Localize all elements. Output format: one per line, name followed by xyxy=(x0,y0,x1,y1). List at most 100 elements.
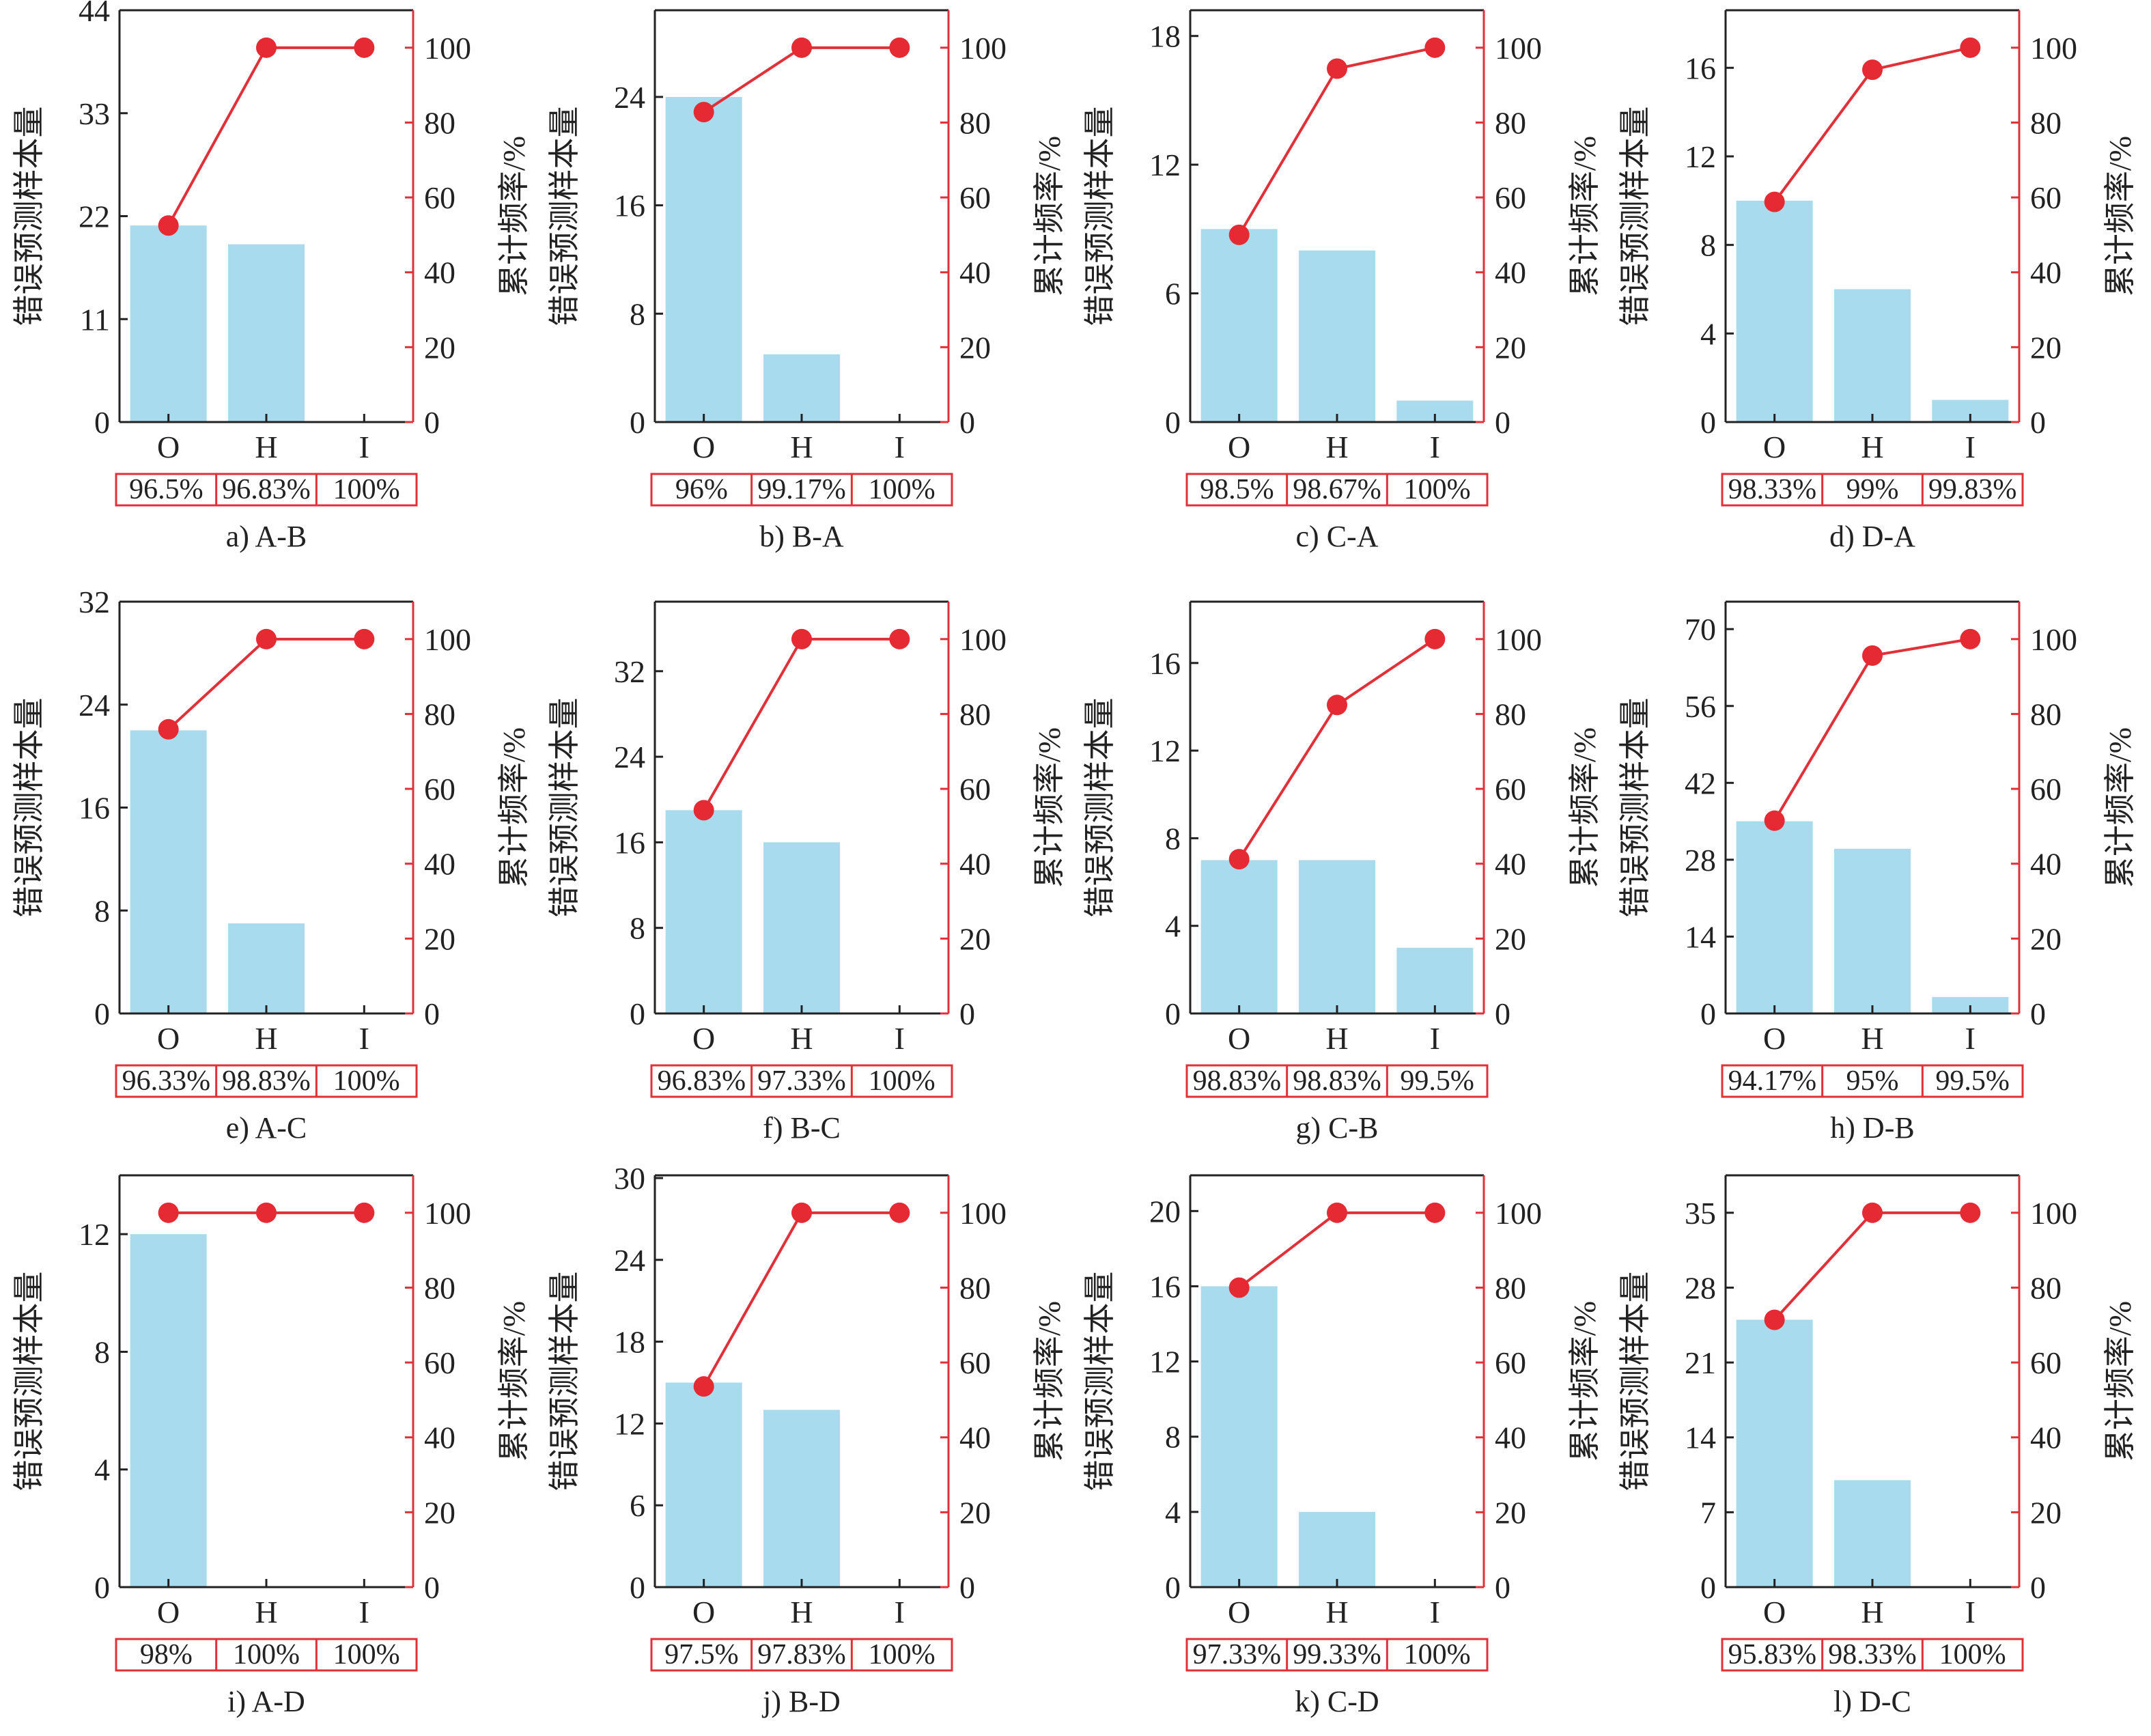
accuracy-label: 98.33% xyxy=(1728,474,1817,505)
accuracy-label: 100% xyxy=(333,1065,400,1097)
cumulative-marker xyxy=(1327,58,1347,79)
accuracy-label: 95.83% xyxy=(1728,1639,1817,1670)
right-tick-label: 60 xyxy=(959,180,991,215)
x-category-label: O xyxy=(692,1595,715,1629)
right-tick-label: 80 xyxy=(2030,697,2062,731)
right-tick-label: 80 xyxy=(1495,1270,1526,1305)
bar xyxy=(1299,860,1375,1013)
x-category-label: I xyxy=(1430,430,1440,464)
right-tick-label: 60 xyxy=(424,772,455,807)
x-category-label: I xyxy=(359,1595,369,1629)
chart-svg: 0 6 12 18 0 20 40 60 80 100 O H I 错误预测样本量 累计频率/% 98.5% 9… xyxy=(1082,9,1602,553)
bar xyxy=(130,225,207,422)
right-tick-label: 40 xyxy=(959,1420,991,1455)
right-tick-label: 20 xyxy=(424,1495,455,1530)
right-tick-label: 40 xyxy=(2030,1420,2062,1455)
right-tick-label: 20 xyxy=(959,1495,991,1530)
bar xyxy=(1200,860,1278,1013)
accuracy-label: 97.33% xyxy=(757,1065,846,1097)
left-tick-label: 4 xyxy=(1165,909,1181,944)
right-tick-label: 40 xyxy=(424,1420,455,1455)
chart-caption: a) A-B xyxy=(226,520,307,553)
left-tick-label: 20 xyxy=(1149,1194,1181,1229)
right-y-axis-title: 累计频率/% xyxy=(1567,1301,1602,1461)
left-tick-label: 0 xyxy=(94,1570,110,1605)
right-tick-label: 20 xyxy=(2030,1495,2062,1530)
left-tick-label: 18 xyxy=(614,1325,645,1360)
cumulative-line xyxy=(167,46,365,227)
accuracy-box xyxy=(115,1064,418,1098)
cumulative-marker xyxy=(693,102,714,123)
left-tick-label: 28 xyxy=(1685,843,1716,878)
x-category-label: H xyxy=(255,1021,277,1056)
left-y-axis-title: 错误预测样本量 xyxy=(547,107,582,326)
right-tick-label: 80 xyxy=(2030,105,2062,140)
right-tick-label: 0 xyxy=(959,1570,975,1605)
accuracy-label: 100% xyxy=(233,1639,300,1670)
right-tick-label: 20 xyxy=(424,921,455,956)
chart-svg: 0 8 16 24 0 20 40 60 80 100 O H I 错误预测样本量 累计频率/% 96% 99.… xyxy=(547,9,1067,553)
accuracy-label: 96% xyxy=(675,474,728,505)
cumulative-marker xyxy=(791,1202,812,1223)
left-y-axis-title: 错误预测样本量 xyxy=(12,698,46,918)
x-category-label: O xyxy=(692,1021,715,1056)
cumulative-marker xyxy=(1764,191,1785,212)
chart-panel: 0 8 16 24 0 20 40 60 80 100 O H I 错误预测样本量 累计频率/% 96% 99.… xyxy=(535,0,1071,571)
left-tick-label: 7 xyxy=(1700,1495,1716,1530)
x-category-label: I xyxy=(1430,1021,1440,1056)
accuracy-label: 98.5% xyxy=(1200,474,1274,505)
left-tick-label: 12 xyxy=(1149,148,1181,182)
left-tick-label: 14 xyxy=(1685,1420,1716,1455)
left-tick-label: 4 xyxy=(1700,316,1716,351)
accuracy-box xyxy=(115,1638,418,1672)
chart-svg: 0 11 22 33 44 0 20 40 60 80 100 O H I 错误预测样本量 累计频率/% 96.… xyxy=(12,0,531,553)
right-tick-label: 80 xyxy=(959,697,991,731)
cumulative-marker xyxy=(354,37,375,58)
right-tick-label: 60 xyxy=(959,772,991,807)
right-tick-label: 80 xyxy=(959,105,991,140)
right-tick-label: 40 xyxy=(1495,847,1526,882)
right-tick-label: 20 xyxy=(1495,330,1526,365)
cumulative-marker xyxy=(1862,1202,1883,1223)
chart-caption: d) D-A xyxy=(1829,520,1915,553)
right-tick-label: 40 xyxy=(1495,1420,1526,1455)
chart-svg: 0 4 8 12 16 0 20 40 60 80 100 O H I 错误预测样本量 累计频率/% 98.83… xyxy=(1082,600,1602,1145)
bar xyxy=(1736,1319,1813,1587)
right-tick-label: 0 xyxy=(424,996,440,1031)
x-category-label: O xyxy=(1228,1595,1250,1629)
left-tick-label: 8 xyxy=(1165,821,1181,856)
left-tick-label: 8 xyxy=(94,893,110,928)
cumulative-marker xyxy=(1862,59,1883,81)
right-tick-label: 0 xyxy=(2030,1570,2046,1605)
x-category-label: H xyxy=(1861,1021,1883,1056)
cumulative-marker xyxy=(256,37,277,58)
cumulative-line xyxy=(1773,1211,1971,1321)
left-tick-label: 14 xyxy=(1685,919,1716,954)
left-tick-label: 0 xyxy=(630,1570,645,1605)
x-category-label: H xyxy=(790,1595,813,1629)
right-tick-label: 20 xyxy=(959,921,991,956)
left-tick-label: 0 xyxy=(1165,405,1181,440)
left-tick-label: 6 xyxy=(630,1488,645,1523)
right-tick-label: 0 xyxy=(1495,405,1510,440)
x-category-label: H xyxy=(255,1595,277,1629)
right-tick-label: 60 xyxy=(2030,1345,2062,1380)
left-tick-label: 24 xyxy=(79,688,110,723)
left-tick-label: 0 xyxy=(630,405,645,440)
right-tick-label: 100 xyxy=(959,1196,1007,1231)
bar xyxy=(665,1382,742,1587)
left-tick-label: 4 xyxy=(94,1453,110,1487)
left-y-axis-title: 错误预测样本量 xyxy=(1082,1272,1117,1492)
bar xyxy=(763,1410,840,1587)
chart-panel: 0 11 22 33 44 0 20 40 60 80 100 O H I 错误预测样本量 累计频率/% 96.… xyxy=(0,0,535,571)
cumulative-marker xyxy=(354,1202,375,1223)
cumulative-marker xyxy=(1327,1202,1347,1223)
right-tick-label: 0 xyxy=(959,405,975,440)
x-category-label: I xyxy=(895,430,905,464)
bar xyxy=(1834,848,1911,1013)
accuracy-label: 100% xyxy=(869,1639,936,1670)
bar xyxy=(130,1234,207,1587)
right-y-axis-title: 累计频率/% xyxy=(496,1301,531,1461)
right-y-axis-title: 累计频率/% xyxy=(1032,727,1067,888)
right-tick-label: 40 xyxy=(959,255,991,290)
